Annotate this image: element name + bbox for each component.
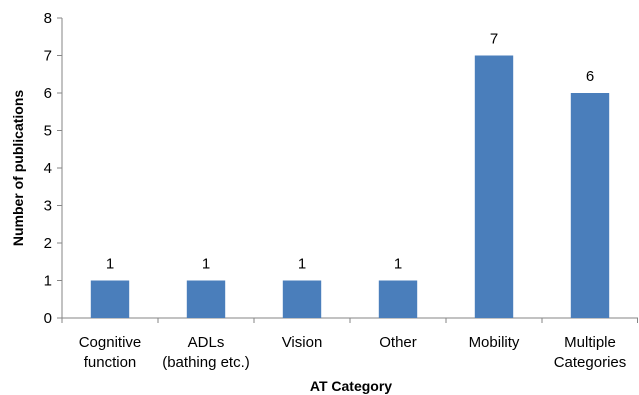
bar <box>90 280 130 318</box>
data-label: 1 <box>394 256 402 273</box>
y-tick-label: 6 <box>44 85 52 102</box>
bar <box>570 93 610 318</box>
category-label: Multiple Categories <box>554 334 627 371</box>
category-label-line: Categories <box>554 354 627 371</box>
category-label-line: Vision <box>282 334 323 351</box>
x-axis <box>61 317 638 323</box>
data-label: 1 <box>106 256 114 273</box>
data-labels: 1 1 1 1 7 6 <box>106 31 594 273</box>
bar <box>282 280 322 318</box>
category-label-line: (bathing etc.) <box>162 354 250 371</box>
bar <box>474 55 514 318</box>
category-label-line: Other <box>379 334 417 351</box>
data-label: 1 <box>202 256 210 273</box>
y-axis-title: Number of publications <box>10 90 26 247</box>
category-label: Cognitive function <box>79 334 142 371</box>
y-tick-label: 8 <box>44 10 52 27</box>
y-axis: 0 1 2 3 4 5 6 7 8 <box>44 10 63 327</box>
bar <box>378 280 418 318</box>
y-tick-label: 7 <box>44 48 52 65</box>
y-tick-label: 1 <box>44 273 52 290</box>
category-label: Other <box>379 334 417 351</box>
category-label-line: Multiple <box>564 334 616 351</box>
y-tick-label: 3 <box>44 198 52 215</box>
category-label: Vision <box>282 334 323 351</box>
category-label-line: ADLs <box>188 334 225 351</box>
x-axis-title: AT Category <box>310 378 392 394</box>
category-label-line: Mobility <box>469 334 520 351</box>
y-tick-label: 2 <box>44 235 52 252</box>
data-label: 6 <box>586 68 594 85</box>
category-label: Mobility <box>469 334 520 351</box>
bars <box>90 55 610 318</box>
y-tick-label: 4 <box>44 160 52 177</box>
category-label-line: Cognitive <box>79 334 142 351</box>
y-tick-label: 5 <box>44 123 52 140</box>
data-label: 1 <box>298 256 306 273</box>
category-label: ADLs (bathing etc.) <box>162 334 250 371</box>
category-label-line: function <box>84 354 137 371</box>
category-labels: Cognitive function ADLs (bathing etc.) Visio… <box>79 334 627 371</box>
bar <box>186 280 226 318</box>
y-tick-label: 0 <box>44 310 52 327</box>
data-label: 7 <box>490 31 498 48</box>
